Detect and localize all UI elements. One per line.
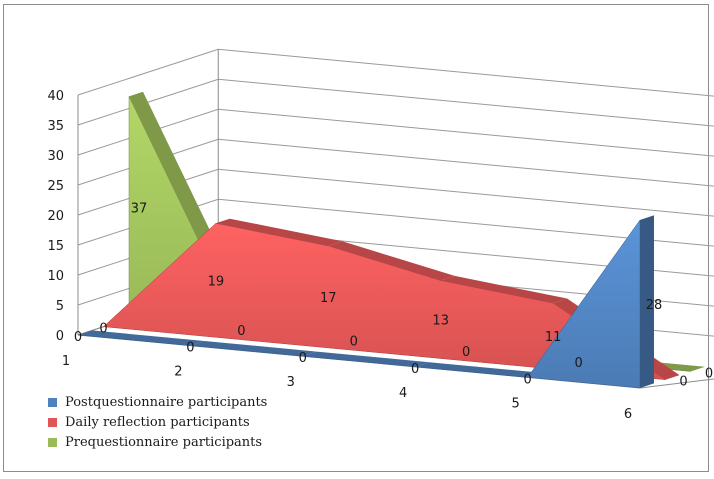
series-0-top-segment (415, 362, 542, 378)
data-label-series-1-point-3: 13 (432, 314, 449, 329)
data-label-series-0-point-1: 0 (186, 341, 194, 356)
data-label-series-1-point-2: 17 (320, 291, 337, 306)
x-tick-label: 6 (624, 407, 632, 422)
y-tick-label: 40 (47, 89, 64, 104)
legend-item-daily-reflection: Daily reflection participants (48, 412, 267, 432)
data-label-series-2-point-2: 0 (350, 335, 358, 350)
data-label-series-0-point-2: 0 (299, 351, 307, 366)
series-0 (77, 215, 654, 389)
data-label-series-2-point-0: 37 (131, 201, 148, 216)
legend-label-postquestionnaire: Postquestionnaire participants (65, 394, 268, 410)
data-label-series-2-point-3: 0 (462, 345, 470, 360)
x-tick-label: 4 (399, 386, 407, 401)
data-label-series-2-point-1: 0 (237, 324, 245, 339)
legend-label-daily-reflection: Daily reflection participants (65, 414, 250, 430)
y-tick-label: 35 (47, 119, 64, 134)
legend-label-prequestionnaire: Prequestionnaire participants (65, 434, 263, 450)
gridline-35 (77, 78, 714, 127)
series-0-top-segment (302, 351, 430, 367)
series-0-end-cap (640, 215, 654, 388)
data-label-series-0-point-5: 28 (646, 298, 663, 313)
data-label-series-0-point-0: 0 (74, 330, 82, 345)
data-label-series-0-point-4: 0 (523, 372, 531, 387)
x-tick-label: 3 (287, 375, 295, 390)
data-label-series-2-point-5: 0 (705, 366, 713, 381)
data-label-series-1-point-1: 19 (208, 274, 225, 289)
data-label-series-1-point-4: 11 (545, 330, 562, 345)
y-tick-label: 30 (47, 149, 64, 164)
data-label-series-0-point-3: 0 (411, 362, 419, 377)
legend-swatch-daily-reflection (48, 417, 57, 427)
x-tick-label: 2 (174, 365, 182, 380)
series-1-top-segment (440, 275, 568, 304)
data-labels: 0 0 0 0 0 28 0 19 17 13 11 0 37 0 0 0 0 0 (74, 201, 713, 389)
y-tick-label: 5 (56, 299, 64, 314)
legend-item-prequestionnaire: Prequestionnaire participants (48, 432, 267, 452)
series-areas (77, 91, 705, 389)
y-tick-label: 15 (47, 239, 64, 254)
y-tick-label: 10 (47, 269, 64, 284)
data-label-series-1-point-0: 0 (99, 322, 107, 337)
y-tick-label: 0 (56, 329, 64, 344)
x-tick-label: 5 (511, 396, 519, 411)
legend-swatch-postquestionnaire (48, 397, 57, 407)
series-1-top-segment (215, 218, 343, 246)
chart-frame (3, 4, 709, 472)
floor-right-edge (639, 378, 714, 389)
legend-swatch-prequestionnaire (48, 437, 57, 447)
data-label-series-1-point-5: 0 (679, 375, 687, 390)
x-tick-label: 1 (62, 354, 70, 369)
series-0-top-segment (190, 341, 317, 357)
series-1-top-segment (328, 241, 455, 281)
gridline-40 (77, 48, 714, 97)
legend: Postquestionnaire participants Daily ref… (48, 392, 267, 452)
legend-item-postquestionnaire: Postquestionnaire participants (48, 392, 267, 412)
y-tick-label: 20 (47, 209, 64, 224)
data-label-series-2-point-4: 0 (574, 356, 582, 371)
y-tick-label: 25 (47, 179, 64, 194)
series-0-top-segment (78, 330, 205, 346)
